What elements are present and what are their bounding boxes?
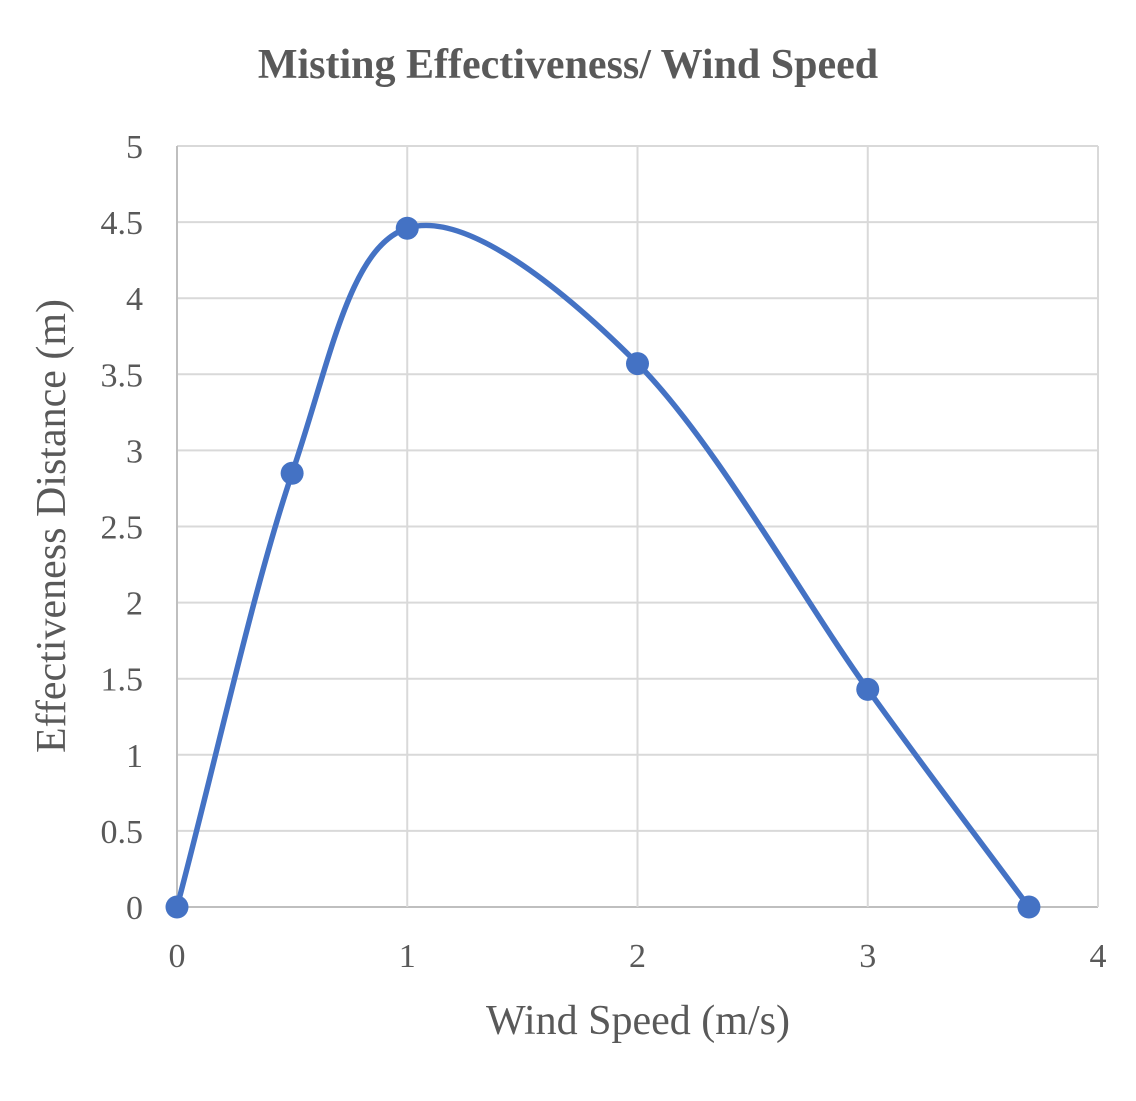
- series: [165, 216, 1041, 919]
- grid: [176, 145, 1099, 908]
- data-point: [165, 895, 189, 919]
- y-axis-title: Effectiveness Distance (m): [29, 299, 75, 753]
- x-tick-label: 2: [629, 938, 646, 975]
- y-tick-label: 1: [126, 738, 143, 775]
- y-tick-label: 0: [126, 890, 143, 927]
- y-tick-label: 2: [126, 586, 143, 623]
- series-line: [174, 222, 1032, 910]
- data-point: [395, 216, 419, 240]
- x-tick-label: 1: [399, 938, 416, 975]
- y-tick-label: 4.5: [101, 205, 144, 242]
- x-tick-label: 3: [859, 938, 876, 975]
- y-tick-label: 5: [126, 129, 143, 166]
- y-tick-label: 4: [126, 281, 143, 318]
- data-point: [856, 677, 880, 701]
- x-tick-label: 4: [1090, 938, 1107, 975]
- x-axis-title: Wind Speed (m/s): [486, 998, 790, 1044]
- y-tick-label: 1.5: [101, 662, 144, 699]
- y-tick-label: 2.5: [101, 510, 144, 547]
- data-point: [626, 352, 649, 376]
- chart-title: Misting Effectiveness/ Wind Speed: [258, 42, 878, 88]
- y-tick-label: 0.5: [101, 814, 144, 851]
- y-tick-label: 3: [126, 433, 143, 470]
- data-point: [1017, 895, 1041, 919]
- x-tick-label: 0: [169, 938, 186, 975]
- tick-labels: 0 0.5 1 1.5 2 2.5 3 3.5 4 4.5 5 0 1 2 3 4: [101, 129, 1107, 975]
- data-point: [280, 461, 304, 485]
- y-tick-label: 3.5: [101, 357, 144, 394]
